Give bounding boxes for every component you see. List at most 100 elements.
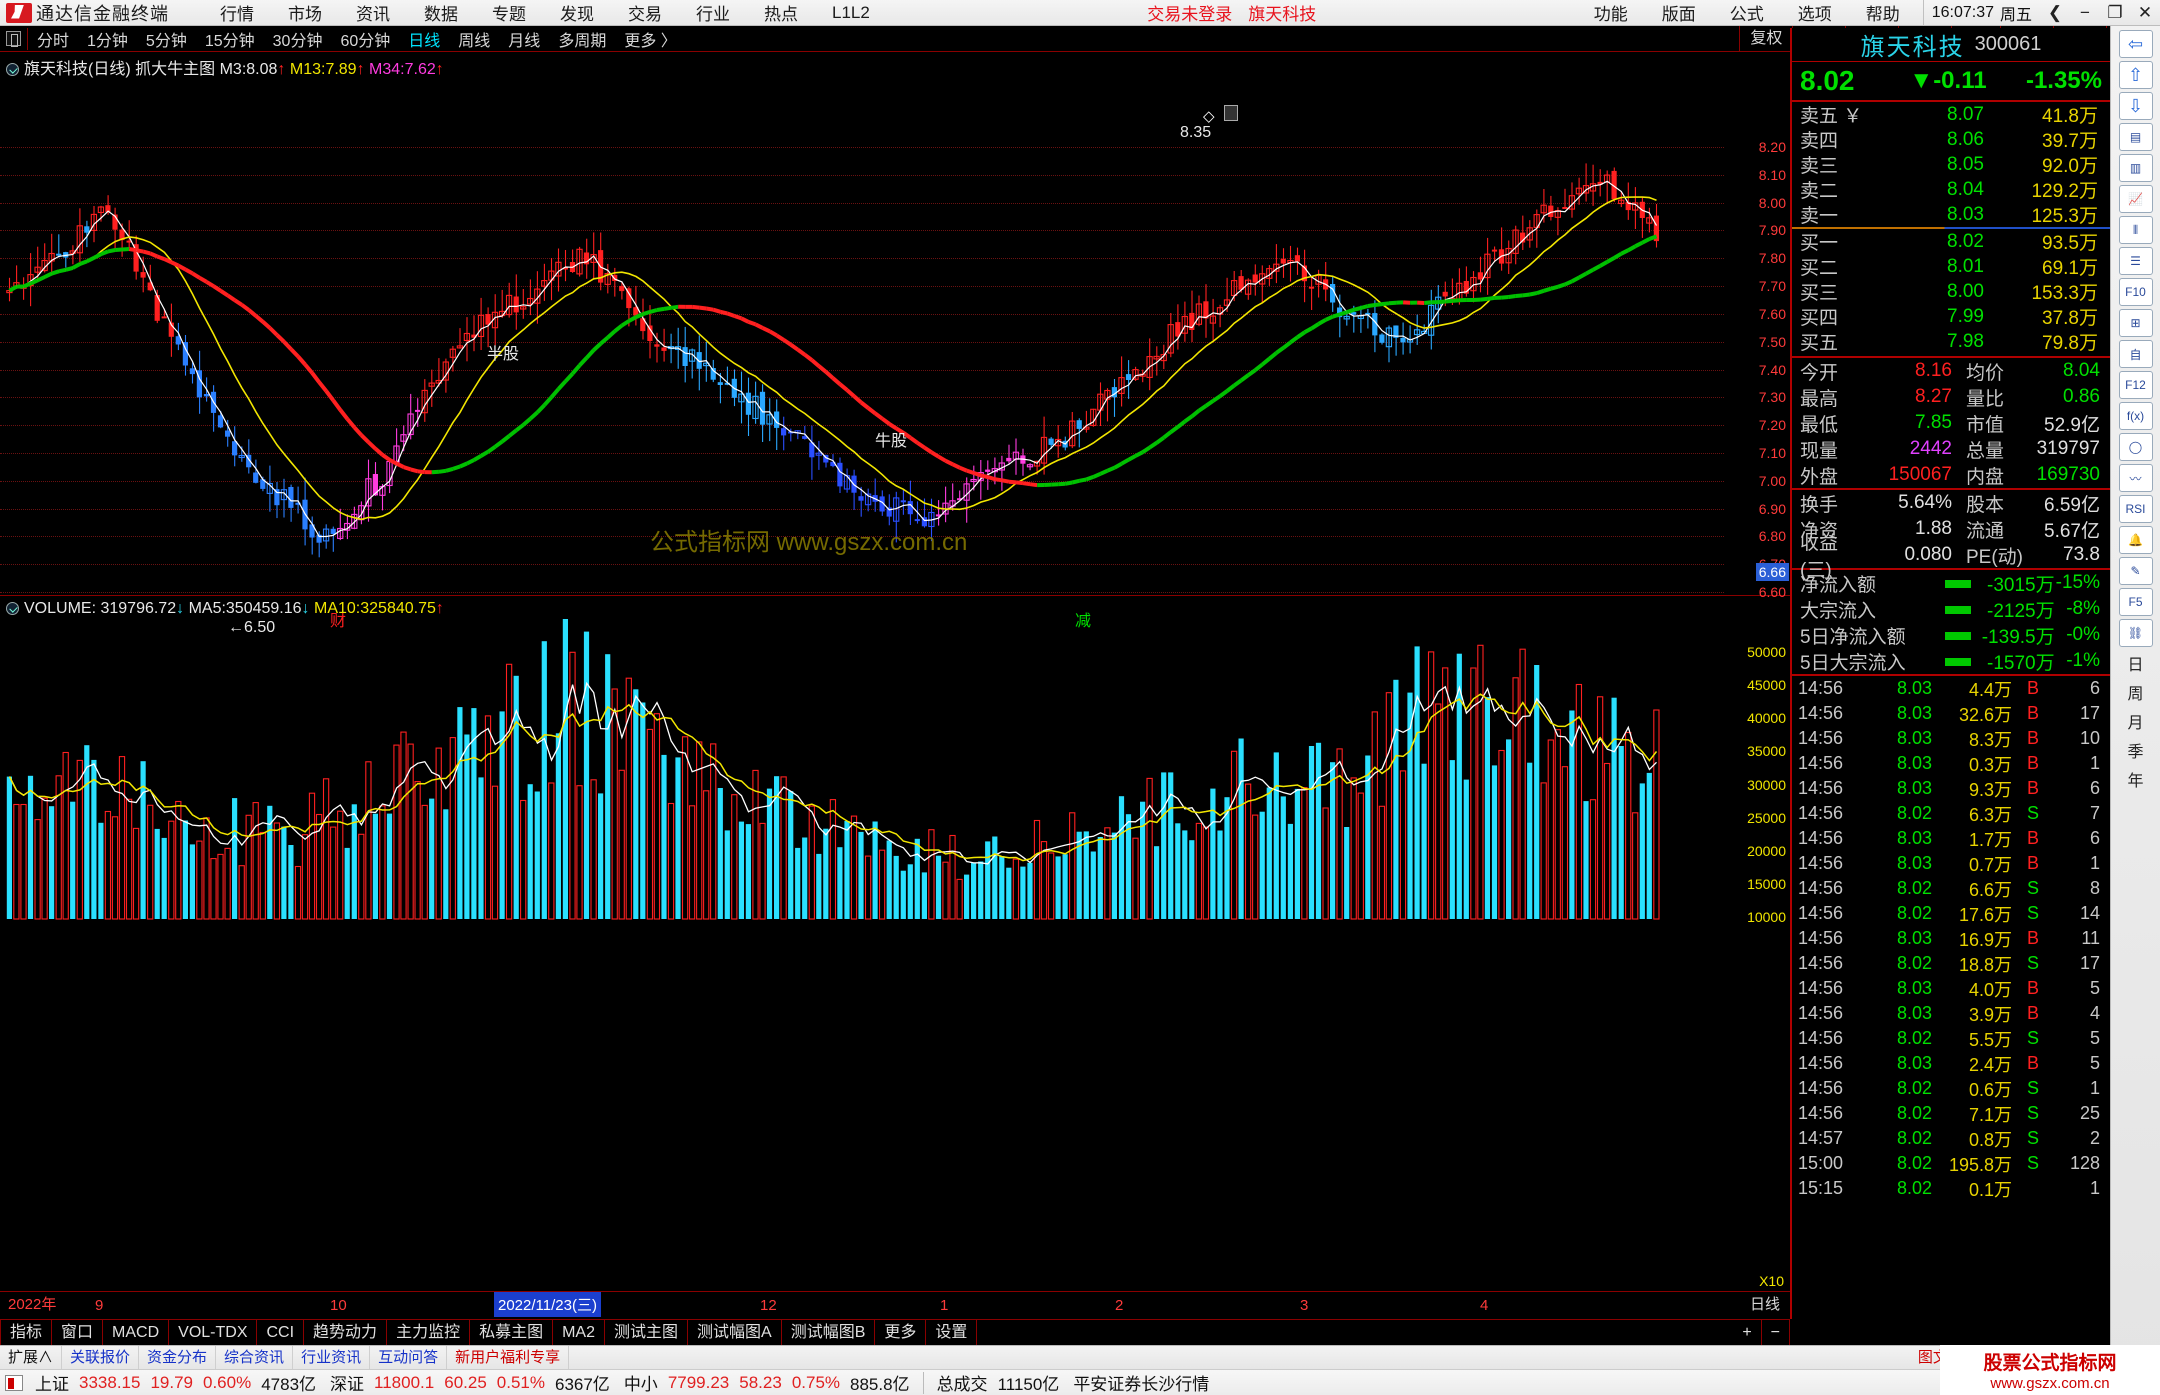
func-expand[interactable]: 扩展∧: [0, 1345, 63, 1370]
menu-item-hangye[interactable]: 行业: [696, 5, 730, 24]
list-icon[interactable]: ☰: [2118, 247, 2153, 275]
period-30min[interactable]: 30分钟: [272, 32, 323, 50]
indicator-trend-power[interactable]: 趋势动力: [304, 1319, 388, 1346]
tick-row[interactable]: 14:56 8.03 8.3万 B 10: [1792, 726, 2110, 751]
period-multi[interactable]: 多周期: [558, 32, 607, 50]
wave-icon[interactable]: 〰: [2118, 464, 2153, 492]
candles-icon[interactable]: ⦀: [2118, 216, 2153, 244]
tick-row[interactable]: 14:56 8.03 2.4万 B 5: [1792, 1051, 2110, 1076]
zoom-out-button[interactable]: −: [1762, 1319, 1790, 1346]
window-back-button[interactable]: ❮: [2047, 2, 2063, 22]
menu-item-hangqing[interactable]: 行情: [220, 5, 254, 24]
rail-period-week[interactable]: 周: [2127, 686, 2144, 703]
rail-period-year[interactable]: 年: [2127, 773, 2144, 790]
rail-period-quarter[interactable]: 季: [2127, 744, 2144, 761]
tick-row[interactable]: 15:15 8.02 0.1万 1: [1792, 1176, 2110, 1201]
period-monthly[interactable]: 月线: [508, 32, 541, 50]
tick-row[interactable]: 14:56 8.03 4.4万 B 6: [1792, 676, 2110, 701]
period-fenshi[interactable]: 分时: [37, 32, 70, 50]
grid-icon[interactable]: ▥: [2118, 154, 2153, 182]
indicator-main-monitor[interactable]: 主力监控: [387, 1319, 471, 1346]
tick-row[interactable]: 14:56 8.03 16.9万 B 11: [1792, 926, 2110, 951]
indicator-test-main[interactable]: 测试主图: [605, 1319, 689, 1346]
menu-item-gongneng[interactable]: 功能: [1593, 5, 1628, 24]
tick-row[interactable]: 14:56 8.03 1.7万 B 6: [1792, 826, 2110, 851]
chart-container[interactable]: 旗天科技(日线) 抓大牛主图 M3:8.08↑ M13:7.89↑ M34:7.…: [0, 52, 1790, 1319]
indicator-test-sub-b[interactable]: 测试幅图B: [782, 1319, 876, 1346]
price-chart-panel[interactable]: 旗天科技(日线) 抓大牛主图 M3:8.08↑ M13:7.89↑ M34:7.…: [0, 52, 1790, 636]
tick-row[interactable]: 14:56 8.02 18.8万 S 17: [1792, 951, 2110, 976]
func-new-user-benefits[interactable]: 新用户福利专享: [447, 1345, 570, 1370]
indicator-more[interactable]: 更多: [875, 1319, 927, 1346]
indicator-test-sub-a[interactable]: 测试幅图A: [688, 1319, 782, 1346]
index-group[interactable]: 深证 11800.1 60.25 0.51% 6367亿: [323, 1370, 617, 1395]
rail-period-day[interactable]: 日: [2127, 657, 2144, 674]
login-status[interactable]: 交易未登录: [1147, 5, 1233, 24]
indicator-settings[interactable]: 设置: [926, 1319, 978, 1346]
period-weekly[interactable]: 周线: [458, 32, 491, 50]
window-close-button[interactable]: ✕: [2137, 2, 2153, 22]
tick-row[interactable]: 14:56 8.02 0.6万 S 1: [1792, 1076, 2110, 1101]
pencil-icon[interactable]: ✎: [2118, 557, 2153, 585]
menu-item-gongshi[interactable]: 公式: [1729, 5, 1764, 24]
f5-icon[interactable]: F5: [2118, 588, 2153, 616]
rail-period-month[interactable]: 月: [2127, 715, 2144, 732]
tick-row[interactable]: 14:56 8.03 0.7万 B 1: [1792, 851, 2110, 876]
fx-icon[interactable]: f(x): [2118, 402, 2153, 430]
f10-icon[interactable]: F10: [2118, 278, 2153, 306]
window-minimize-button[interactable]: −: [2080, 2, 2090, 22]
tick-row[interactable]: 14:56 8.02 6.6万 S 8: [1792, 876, 2110, 901]
tick-row[interactable]: 15:00 8.02 195.8万 S 128: [1792, 1151, 2110, 1176]
period-daily[interactable]: 日线: [408, 32, 441, 50]
func-fund-distribution[interactable]: 资金分布: [139, 1345, 217, 1370]
menu-item-banmian[interactable]: 版面: [1661, 5, 1696, 24]
down-arrow-icon[interactable]: ⇩: [2118, 92, 2153, 120]
indicator-cci[interactable]: CCI: [257, 1319, 305, 1346]
period-5min[interactable]: 5分钟: [145, 32, 187, 50]
f12-icon[interactable]: F12: [2118, 371, 2153, 399]
tick-row[interactable]: 14:56 8.02 5.5万 S 5: [1792, 1026, 2110, 1051]
current-stock-tag[interactable]: 旗天科技: [1248, 5, 1317, 24]
tick-row[interactable]: 14:57 8.02 0.8万 S 2: [1792, 1126, 2110, 1151]
indicator-macd[interactable]: MACD: [103, 1319, 170, 1346]
up-arrow-icon[interactable]: ⇧: [2118, 61, 2153, 89]
volume-chart-panel[interactable]: VOLUME: 319796.72↓ MA5:350459.16↓ MA10:3…: [0, 597, 1790, 1291]
tick-row[interactable]: 14:56 8.02 17.6万 S 14: [1792, 901, 2110, 926]
menu-item-xuanxiang[interactable]: 选项: [1797, 5, 1832, 24]
menu-item-jiaoyi[interactable]: 交易: [628, 5, 662, 24]
tick-row[interactable]: 14:56 8.03 4.0万 B 5: [1792, 976, 2110, 1001]
func-industry-news[interactable]: 行业资讯: [293, 1345, 371, 1370]
button-fuquan[interactable]: 复权: [1739, 25, 1792, 52]
func-interactive-qa[interactable]: 互动问答: [370, 1345, 448, 1370]
period-more[interactable]: 更多 〉: [624, 32, 677, 50]
report-icon[interactable]: ▤: [2118, 123, 2153, 151]
quote-name-row[interactable]: 旗天科技 300061: [1792, 28, 2110, 62]
tick-list[interactable]: 14:56 8.03 4.4万 B 6 14:56 8.03 32.6万 B 17 14:56 8.0…: [1792, 674, 2110, 1201]
menu-item-zhuanti[interactable]: 专题: [492, 5, 526, 24]
tick-row[interactable]: 14:56 8.03 3.9万 B 4: [1792, 1001, 2110, 1026]
menu-item-redian[interactable]: 热点: [764, 5, 798, 24]
tick-row[interactable]: 14:56 8.02 7.1万 S 25: [1792, 1101, 2110, 1126]
marker-diamond-icon[interactable]: ◇: [1203, 108, 1215, 125]
link-icon[interactable]: ⛓: [2118, 619, 2153, 647]
rsi-icon[interactable]: RSI: [2118, 495, 2153, 523]
tick-row[interactable]: 14:56 8.03 9.3万 B 6: [1792, 776, 2110, 801]
index-group[interactable]: 中小 7799.23 58.23 0.75% 885.8亿: [617, 1370, 917, 1395]
left-arrow-icon[interactable]: ⇦: [2118, 30, 2153, 58]
status-window-icon[interactable]: [5, 1374, 23, 1391]
period-60min[interactable]: 60分钟: [340, 32, 391, 50]
func-comprehensive-news[interactable]: 综合资讯: [216, 1345, 294, 1370]
period-15min[interactable]: 15分钟: [204, 32, 255, 50]
menu-item-zixun[interactable]: 资讯: [356, 5, 390, 24]
menu-item-shichang[interactable]: 市场: [288, 5, 322, 24]
menu-item-l1l2[interactable]: L1L2: [832, 2, 870, 22]
auto-icon[interactable]: 自: [2118, 340, 2153, 368]
menu-item-faxian[interactable]: 发现: [560, 5, 594, 24]
indicator-window[interactable]: 窗口: [52, 1319, 104, 1346]
indicator-toggle-icon[interactable]: [6, 63, 19, 76]
window-maximize-button[interactable]: ❐: [2107, 2, 2123, 22]
tick-row[interactable]: 14:56 8.02 6.3万 S 7: [1792, 801, 2110, 826]
menu-item-shuju[interactable]: 数据: [424, 5, 458, 24]
menu-item-bangzhu[interactable]: 帮助: [1865, 5, 1900, 24]
marker-flag-icon[interactable]: [1224, 105, 1238, 121]
